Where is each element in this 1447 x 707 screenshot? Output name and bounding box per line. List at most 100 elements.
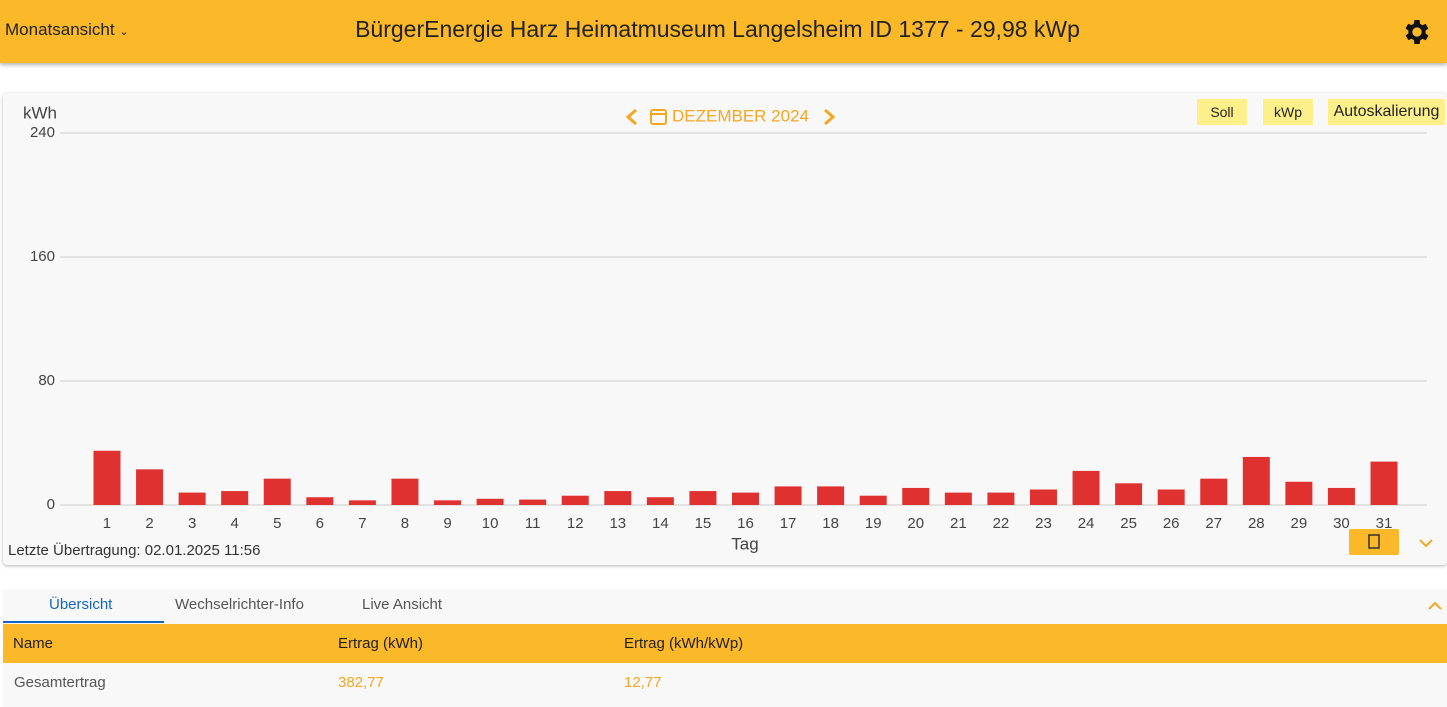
bar xyxy=(306,497,334,505)
x-tick-label: 19 xyxy=(865,515,882,532)
x-axis-label: Tag xyxy=(731,534,758,553)
soll-button[interactable]: Soll xyxy=(1197,99,1247,125)
bar xyxy=(646,497,674,505)
bar xyxy=(732,492,759,505)
x-tick-label: 1 xyxy=(103,515,111,532)
bar xyxy=(348,500,376,505)
bar xyxy=(93,450,121,505)
x-tick-label: 16 xyxy=(737,515,754,532)
bar xyxy=(774,486,802,505)
top-bar: Monatsansicht ⌄ BürgerEnergie Harz Heima… xyxy=(0,0,1447,63)
bar xyxy=(1072,470,1100,505)
prev-month[interactable] xyxy=(625,108,637,126)
x-tick-label: 13 xyxy=(609,515,626,532)
bar xyxy=(944,492,972,505)
row-value: 12,77 xyxy=(624,674,662,691)
y-tick-label: 160 xyxy=(30,248,55,265)
collapse-toggle[interactable] xyxy=(1427,601,1443,611)
x-tick-label: 6 xyxy=(316,515,324,532)
bar xyxy=(604,491,632,505)
x-tick-label: 25 xyxy=(1120,515,1137,532)
table-row: Gesamtertrag 382,77 12,77 xyxy=(3,663,1447,707)
x-tick-label: 22 xyxy=(993,515,1010,532)
x-tick-label: 5 xyxy=(273,515,281,532)
tab-inverter[interactable]: Wechselrichter-Info xyxy=(175,596,304,613)
bar xyxy=(1327,487,1355,505)
bar xyxy=(178,492,206,505)
x-tick-label: 20 xyxy=(907,515,924,532)
bar xyxy=(817,486,845,505)
bar xyxy=(1285,481,1313,505)
bar xyxy=(1242,456,1270,505)
x-tick-label: 29 xyxy=(1291,515,1308,532)
bar xyxy=(519,499,547,505)
x-tick-label: 30 xyxy=(1333,515,1350,532)
settings-icon[interactable] xyxy=(1401,16,1433,48)
bar xyxy=(902,487,930,505)
bar xyxy=(561,495,589,505)
bar xyxy=(987,492,1015,505)
next-month[interactable] xyxy=(824,108,836,126)
x-tick-label: 23 xyxy=(1035,515,1052,532)
bar xyxy=(1029,489,1057,505)
x-tick-label: 10 xyxy=(482,515,499,532)
site-title: BürgerEnergie Harz Heimatmuseum Langelsh… xyxy=(355,16,1080,42)
kwp-button[interactable]: kWp xyxy=(1263,99,1313,125)
expand-toggle[interactable] xyxy=(1419,539,1433,548)
x-tick-label: 18 xyxy=(822,515,839,532)
last-transmission: Letzte Übertragung: 02.01.2025 11:56 xyxy=(8,542,261,559)
view-menu[interactable]: Monatsansicht ⌄ xyxy=(5,20,129,39)
bar xyxy=(1200,478,1228,505)
bar xyxy=(1370,461,1398,505)
tab-overview[interactable]: Übersicht xyxy=(49,596,113,613)
table-header: Name Ertrag (kWh) Ertrag (kWh/kWp) xyxy=(3,624,1447,663)
header-cell: Ertrag (kWh/kWp) xyxy=(624,635,744,652)
x-tick-label: 26 xyxy=(1163,515,1180,532)
x-tick-label: 7 xyxy=(358,515,366,532)
pdf-icon xyxy=(1368,534,1380,549)
x-tick-label: 11 xyxy=(525,515,541,532)
x-tick-label: 4 xyxy=(231,515,239,532)
y-axis-label: kWh xyxy=(23,103,57,122)
x-tick-label: 9 xyxy=(443,515,451,532)
view-menu-label: Monatsansicht xyxy=(5,20,115,39)
x-tick-label: 3 xyxy=(188,515,196,532)
active-tab-indicator xyxy=(3,621,164,623)
tab-bar: Übersicht Wechselrichter-Info Live Ansic… xyxy=(3,589,1447,624)
bar xyxy=(221,491,249,505)
autoscale-button[interactable]: Autoskalierung xyxy=(1328,99,1445,125)
tab-live[interactable]: Live Ansicht xyxy=(362,596,443,613)
bar xyxy=(136,469,164,505)
pdf-export-button[interactable] xyxy=(1349,529,1399,555)
header-cell: Name xyxy=(13,635,54,652)
x-tick-label: 21 xyxy=(950,515,967,532)
bar xyxy=(859,495,887,505)
bar xyxy=(263,478,291,505)
x-tick-label: 28 xyxy=(1248,515,1265,532)
x-tick-label: 8 xyxy=(401,515,409,532)
bar xyxy=(476,498,504,505)
bar xyxy=(434,500,462,505)
header-cell: Ertrag (kWh) xyxy=(338,635,424,652)
x-tick-label: 24 xyxy=(1078,515,1095,532)
x-tick-label: 15 xyxy=(695,515,712,532)
bar xyxy=(1157,489,1185,505)
x-tick-label: 12 xyxy=(567,515,584,532)
bar xyxy=(1115,483,1143,505)
x-tick-label: 14 xyxy=(652,515,669,532)
x-tick-label: 31 xyxy=(1376,515,1393,532)
row-value: 382,77 xyxy=(338,674,384,691)
y-tick-label: 240 xyxy=(30,124,55,141)
x-tick-label: 2 xyxy=(145,515,153,532)
bar xyxy=(391,478,419,505)
calendar-icon xyxy=(650,109,667,125)
y-tick-label: 0 xyxy=(47,496,55,513)
x-tick-label: 17 xyxy=(780,515,797,532)
period-label: DEZEMBER 2024 xyxy=(672,106,809,125)
y-tick-label: 80 xyxy=(38,372,55,389)
row-name: Gesamtertrag xyxy=(14,674,106,691)
x-tick-label: 27 xyxy=(1205,515,1222,532)
bar xyxy=(689,491,717,505)
